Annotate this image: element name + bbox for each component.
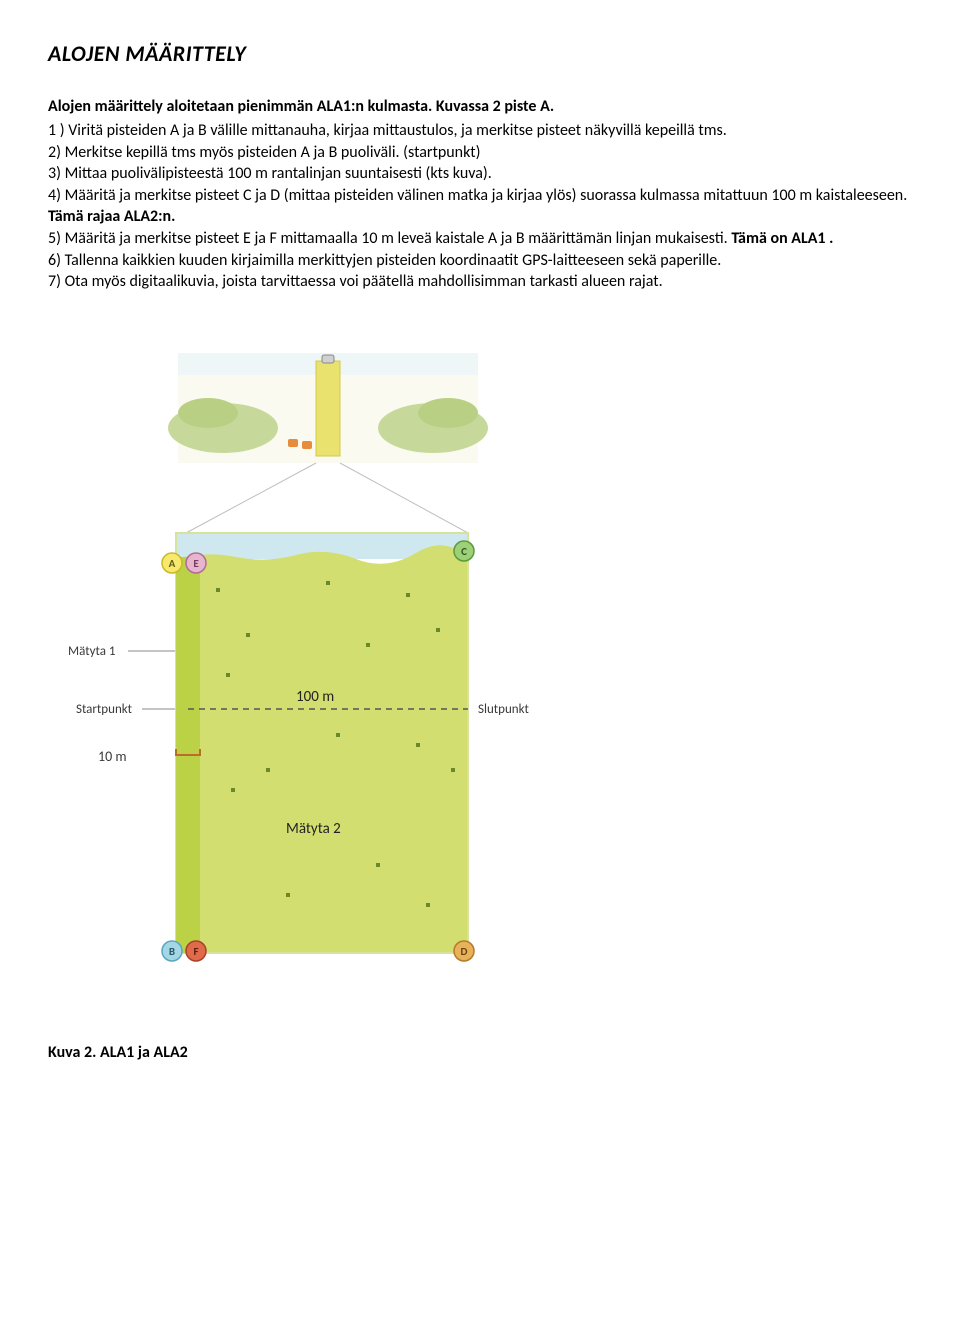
svg-text:D: D <box>461 945 468 958</box>
svg-text:B: B <box>169 945 175 958</box>
diagram-svg: Mätyta 1 Startpunkt 10 m 100 m Slutpunkt… <box>68 353 588 983</box>
step-6: 6) Tallenna kaikkien kuuden kirjaimilla … <box>48 250 912 272</box>
point-B: B <box>162 941 182 961</box>
step-7: 7) Ota myös digitaalikuvia, joista tarvi… <box>48 271 912 293</box>
point-A: A <box>162 553 182 573</box>
figure-caption: Kuva 2. ALA1 ja ALA2 <box>48 1043 912 1062</box>
svg-text:A: A <box>169 557 176 570</box>
step-5: 5) Määritä ja merkitse pisteet E ja F mi… <box>48 228 912 250</box>
label-10m: 10 m <box>98 748 127 765</box>
page-title: ALOJEN MÄÄRITTELY <box>48 40 912 67</box>
svg-text:F: F <box>193 945 198 958</box>
diagram-container: Mätyta 1 Startpunkt 10 m 100 m Slutpunkt… <box>68 353 912 983</box>
top-panel <box>168 353 488 463</box>
label-slutpunkt: Slutpunkt <box>478 702 529 717</box>
point-E: E <box>186 553 206 573</box>
step-4: 4) Määritä ja merkitse pisteet C ja D (m… <box>48 185 912 228</box>
step-3: 3) Mittaa puolivälipisteestä 100 m ranta… <box>48 163 912 185</box>
point-F: F <box>186 941 206 961</box>
label-startpunkt: Startpunkt <box>76 702 133 717</box>
intro-text: Alojen määrittely aloitetaan pienimmän A… <box>48 97 912 116</box>
step-5-text: 5) Määritä ja merkitse pisteet E ja F mi… <box>48 229 731 248</box>
point-D: D <box>454 941 474 961</box>
step-2: 2) Merkitse kepillä tms myös pisteiden A… <box>48 142 912 164</box>
svg-text:E: E <box>193 557 198 570</box>
svg-text:C: C <box>461 545 467 558</box>
step-5-bold: Tämä on ALA1 . <box>731 229 833 248</box>
label-100m: 100 m <box>296 688 334 706</box>
step-4-bold: Tämä rajaa ALA2:n. <box>48 207 175 226</box>
main-panel: Mätyta 1 Startpunkt 10 m 100 m Slutpunkt… <box>68 533 529 961</box>
step-1: 1 ) Viritä pisteiden A ja B välille mitt… <box>48 120 912 142</box>
point-C: C <box>454 541 474 561</box>
step-4-text: 4) Määritä ja merkitse pisteet C ja D (m… <box>48 186 907 205</box>
label-matyta2: Mätyta 2 <box>286 820 341 838</box>
label-matyta1: Mätyta 1 <box>68 644 115 659</box>
